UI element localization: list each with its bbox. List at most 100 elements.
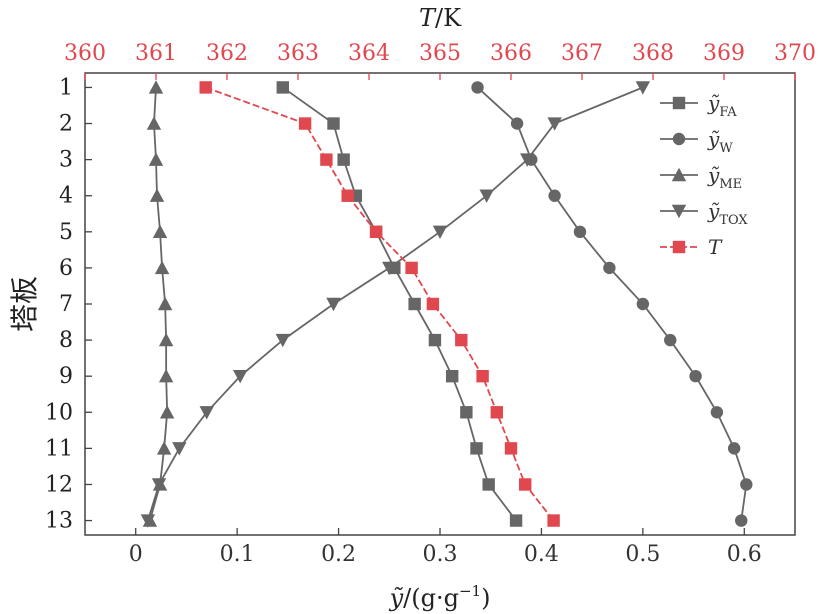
left-tick-label: 1 (59, 75, 73, 100)
top-axis-title: T/K (419, 4, 462, 32)
left-tick-label: 8 (59, 328, 73, 353)
data-point-tox (232, 369, 248, 384)
left-tick-label: 3 (59, 148, 73, 173)
legend-item-fa: ỹFA (660, 91, 737, 120)
data-point-tox (199, 406, 214, 420)
data-point-t (476, 369, 489, 383)
data-point-w (727, 442, 741, 455)
data-point-tox (547, 117, 562, 131)
top-tick-label: 366 (490, 41, 532, 66)
data-point-t (490, 406, 503, 419)
bottom-tick-label: 0.6 (727, 542, 762, 567)
data-point-w (548, 189, 561, 202)
data-point-t (369, 225, 383, 239)
left-tick-label: 5 (59, 220, 73, 245)
data-point-me (154, 260, 170, 275)
data-point-tox (520, 153, 535, 167)
data-point-tox (140, 514, 156, 528)
data-point-fa (460, 406, 473, 419)
data-point-me (158, 332, 174, 347)
legend-marker (672, 96, 686, 110)
left-tick-label: 7 (59, 292, 73, 317)
data-point-t (455, 333, 468, 347)
top-tick-label: 360 (64, 41, 106, 66)
bottom-tick-label: 0.2 (321, 542, 356, 567)
data-point-fa (509, 514, 523, 527)
data-point-t (547, 514, 560, 527)
data-point-w (735, 514, 748, 527)
legend-label: ỹFA (707, 91, 737, 120)
left-axis-title: 塔板 (8, 276, 41, 332)
left-tick-label: 9 (59, 364, 73, 389)
data-point-me (158, 368, 174, 383)
left-tick-label: 2 (59, 112, 73, 137)
axis-titles: T/K ỹ/(g·g−1) 塔板 (8, 4, 490, 612)
data-point-w (636, 297, 650, 311)
top-tick-label: 370 (774, 41, 816, 66)
data-point-me (149, 188, 165, 202)
data-point-fa (327, 117, 340, 130)
left-tick-label: 13 (45, 509, 73, 534)
data-point-me (148, 152, 164, 166)
legend-marker (671, 167, 687, 182)
legend-label: T (708, 235, 723, 259)
data-point-w (510, 117, 524, 130)
series-line-t (205, 86, 555, 522)
legend-label: ỹME (707, 163, 742, 192)
legend-marker (672, 240, 686, 254)
top-tick-label: 369 (703, 41, 745, 66)
data-point-me (146, 116, 162, 130)
data-point-t (519, 478, 532, 491)
series-line-w (476, 86, 748, 521)
plot-frame (84, 72, 796, 536)
legend-item-me: ỹME (660, 163, 742, 192)
data-point-me (159, 405, 175, 419)
data-point-tox (172, 442, 187, 456)
series-fa (276, 81, 523, 527)
legend-marker (671, 204, 687, 219)
series-tox (140, 81, 651, 528)
data-point-t (504, 442, 518, 455)
top-tick-label: 365 (419, 41, 461, 66)
data-point-fa (482, 478, 495, 491)
left-tick-label: 6 (59, 256, 73, 281)
left-tick-label: 12 (45, 472, 73, 497)
data-point-t (426, 297, 440, 311)
series-t (199, 81, 560, 527)
data-point-fa (337, 153, 350, 166)
bottom-axis-title: ỹ/(g·g−1) (389, 582, 491, 612)
data-point-me (157, 296, 173, 311)
series-w (471, 81, 753, 527)
left-tick-label: 4 (59, 184, 73, 209)
data-point-w (573, 225, 587, 239)
data-point-fa (445, 369, 459, 383)
data-point-t (320, 153, 333, 166)
bottom-tick-label: 0.3 (423, 542, 458, 567)
data-point-w (689, 369, 702, 383)
series-line-fa (282, 86, 517, 522)
legend-item-w: ỹW (660, 127, 733, 156)
legend-label: ỹTOX (707, 199, 748, 228)
legend-label: ỹW (707, 127, 733, 156)
data-point-t (405, 261, 418, 275)
top-tick-label: 367 (561, 41, 603, 66)
data-point-w (664, 333, 677, 347)
bottom-tick-label: 0.5 (625, 542, 660, 567)
data-point-tox (326, 297, 341, 312)
data-point-tox (382, 261, 397, 276)
legend-item-tox: ỹTOX (660, 199, 748, 228)
top-tick-label: 364 (348, 41, 390, 66)
data-point-tox (432, 225, 448, 240)
data-point-w (603, 261, 616, 275)
data-point-tox (635, 81, 651, 95)
data-point-w (471, 81, 484, 94)
bottom-tick-label: 0 (129, 542, 143, 567)
series-layer (140, 80, 753, 528)
legend: ỹFA ỹW ỹME ỹTOX T (660, 91, 748, 259)
bottom-tick-label: 0.1 (220, 542, 255, 567)
data-point-fa (276, 81, 289, 94)
top-tick-label: 368 (632, 41, 674, 66)
legend-item-t: T (660, 235, 723, 259)
